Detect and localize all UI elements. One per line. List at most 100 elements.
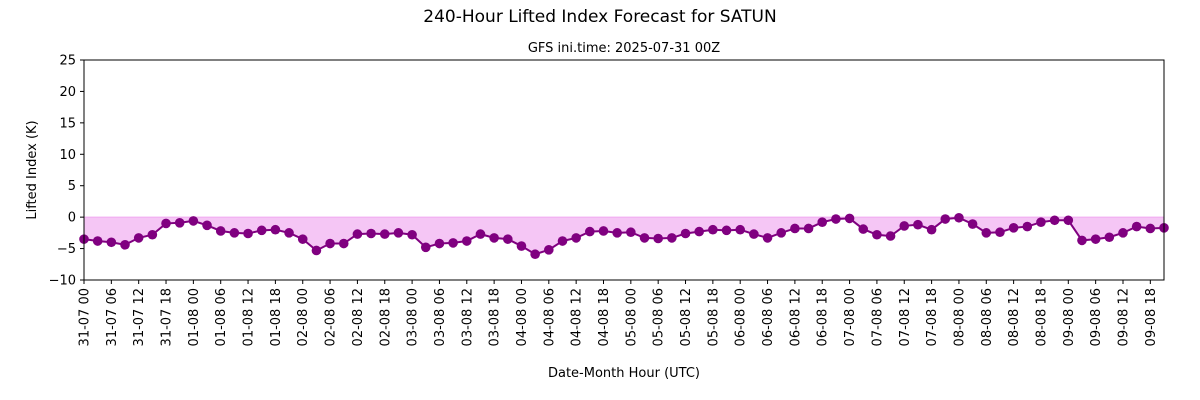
x-tick-label: 31-07 00 (78, 288, 93, 346)
data-point (817, 217, 828, 227)
data-point (475, 229, 486, 239)
x-tick-label: 09-08 18 (1144, 288, 1159, 346)
data-point (1131, 221, 1142, 232)
data-point (366, 228, 376, 239)
x-axis-label: Date-Month Hour (UTC) (548, 366, 700, 381)
x-tick-label: 05-08 18 (706, 288, 721, 346)
x-tick-label: 04-08 06 (542, 288, 557, 346)
x-tick-label: 08-08 12 (1007, 288, 1022, 346)
data-point (420, 242, 431, 253)
data-point (489, 233, 499, 243)
data-point (735, 224, 745, 235)
data-point (749, 229, 759, 239)
data-point (557, 236, 568, 246)
y-tick-label: 0 (68, 211, 76, 226)
data-point (503, 234, 513, 244)
data-point (352, 229, 363, 239)
data-point (626, 227, 636, 238)
data-point (434, 238, 445, 249)
data-point (120, 240, 130, 250)
data-point (790, 223, 800, 234)
data-point (147, 229, 158, 240)
data-point (338, 238, 349, 249)
data-point (762, 233, 773, 243)
data-point (913, 219, 923, 230)
data-point (940, 214, 951, 224)
y-axis: −10 −5 0 5 10 15 20 25 (49, 54, 84, 289)
data-point (694, 226, 704, 237)
y-tick-label: 25 (59, 54, 76, 69)
x-tick-label: 01-08 00 (187, 288, 202, 346)
data-point (270, 224, 281, 235)
data-point (1104, 232, 1115, 243)
data-point (530, 249, 540, 260)
x-tick-label: 01-08 06 (214, 288, 229, 346)
data-point (448, 238, 458, 248)
data-point (1145, 223, 1156, 234)
data-point (585, 226, 595, 237)
data-point (229, 228, 240, 238)
data-point (967, 219, 978, 229)
x-tick-label: 31-07 18 (160, 288, 175, 346)
data-point (1049, 215, 1060, 226)
data-point (653, 233, 663, 244)
x-tick-label: 04-08 00 (515, 288, 530, 346)
y-tick-label: −10 (49, 274, 76, 289)
x-tick-label: 02-08 12 (351, 288, 366, 346)
y-tick-label: 15 (59, 116, 76, 131)
data-point (981, 228, 992, 238)
data-point (1008, 223, 1019, 233)
chart-title: 240-Hour Lifted Index Forecast for SATUN (423, 7, 776, 27)
data-point (516, 241, 527, 251)
data-point (215, 226, 226, 236)
y-axis-label: Lifted Index (K) (25, 120, 40, 219)
x-tick-label: 08-08 06 (980, 288, 995, 346)
data-point (926, 224, 937, 235)
y-tick-label: 5 (68, 179, 76, 194)
x-tick-label: 07-08 06 (870, 288, 885, 346)
x-tick-label: 02-08 06 (324, 288, 339, 346)
x-tick-label: 04-08 12 (570, 288, 585, 346)
data-point (393, 228, 404, 238)
data-point (571, 233, 581, 243)
data-point (721, 225, 732, 236)
y-tick-label: −5 (57, 242, 76, 257)
x-tick-label: 09-08 00 (1062, 288, 1077, 346)
x-tick-label: 31-07 12 (132, 288, 147, 346)
data-point (461, 236, 472, 246)
data-point (803, 223, 814, 234)
x-tick-label: 08-08 00 (952, 288, 967, 346)
data-point (161, 218, 171, 229)
lifted-index-series (79, 212, 1169, 260)
data-point (639, 233, 650, 243)
x-tick-label: 06-08 18 (816, 288, 831, 346)
data-point (174, 218, 185, 228)
data-point (1063, 215, 1074, 226)
data-point (954, 212, 964, 223)
data-point (831, 214, 841, 224)
data-point (92, 236, 103, 246)
data-point (899, 221, 910, 231)
data-point (379, 229, 390, 239)
data-point (106, 237, 117, 248)
data-point (1118, 228, 1128, 238)
data-point (1036, 217, 1046, 227)
data-point (872, 229, 882, 240)
data-point (1090, 234, 1101, 244)
x-tick-label: 03-08 18 (488, 288, 503, 346)
x-tick-label: 03-08 00 (406, 288, 421, 346)
fill-area (84, 217, 1164, 255)
x-tick-label: 31-07 06 (105, 288, 120, 346)
negative-fill-area (84, 216, 1164, 255)
x-tick-label: 03-08 06 (433, 288, 448, 346)
x-tick-label: 09-08 12 (1116, 288, 1131, 346)
data-point (311, 245, 322, 256)
data-point (680, 228, 691, 239)
x-tick-label: 01-08 12 (242, 288, 257, 346)
y-tick-label: 20 (59, 85, 76, 100)
data-point (995, 227, 1005, 238)
x-tick-label: 07-08 18 (925, 288, 940, 346)
data-point (243, 228, 253, 239)
data-point (284, 228, 294, 238)
